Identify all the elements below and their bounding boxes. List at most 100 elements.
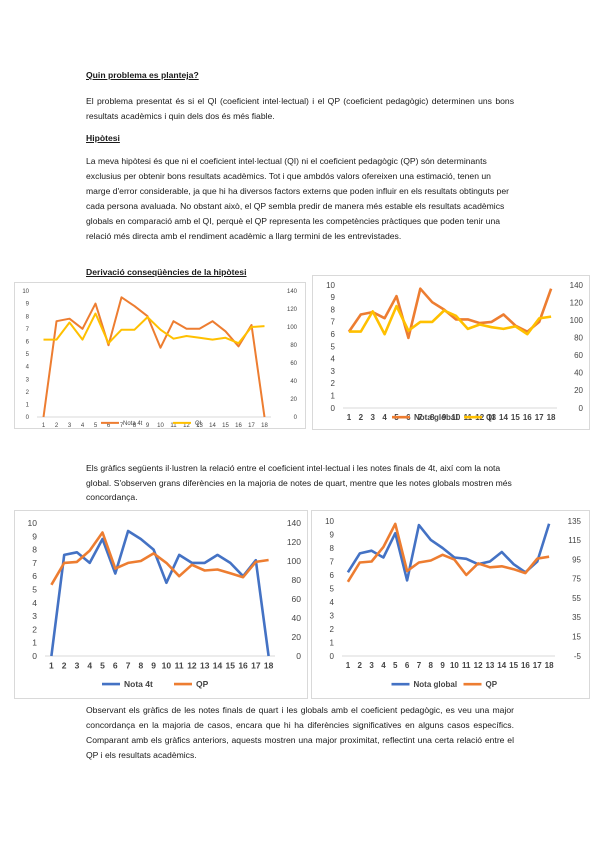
x-tick-label: 16 bbox=[235, 423, 242, 429]
x-tick-label: 11 bbox=[170, 423, 177, 429]
x-tick-label: 2 bbox=[62, 661, 67, 671]
y-right-tick-label: 140 bbox=[570, 281, 584, 290]
y-left-tick-label: 6 bbox=[32, 571, 37, 581]
x-tick-label: 6 bbox=[113, 661, 118, 671]
y-left-tick-label: 1 bbox=[32, 638, 37, 648]
x-tick-label: 3 bbox=[75, 661, 80, 671]
y-right-tick-label: 80 bbox=[290, 343, 297, 349]
y-left-tick-label: 10 bbox=[28, 518, 38, 528]
y-left-tick-label: 9 bbox=[331, 293, 336, 302]
legend-label: Nota 4t bbox=[124, 679, 153, 689]
y-left-tick-label: 10 bbox=[326, 281, 335, 290]
x-tick-label: 3 bbox=[370, 413, 375, 422]
y-left-tick-label: 5 bbox=[26, 352, 30, 358]
x-tick-label: 13 bbox=[200, 661, 210, 671]
y-left-tick-label: 7 bbox=[330, 557, 335, 566]
x-tick-label: 17 bbox=[248, 423, 255, 429]
x-tick-label: 10 bbox=[157, 423, 164, 429]
x-tick-label: 1 bbox=[42, 423, 46, 429]
problem-paragraph: El problema presentat és si el QI (coefi… bbox=[86, 96, 514, 121]
y-left-tick-label: 0 bbox=[330, 652, 335, 661]
y-left-tick-label: 5 bbox=[330, 584, 335, 593]
y-left-tick-label: 1 bbox=[331, 392, 336, 401]
x-tick-label: 1 bbox=[49, 661, 54, 671]
x-tick-label: 7 bbox=[120, 423, 124, 429]
x-tick-label: 16 bbox=[523, 413, 532, 422]
x-tick-label: 9 bbox=[442, 413, 447, 422]
charts-qi-paragraph: Els gràfics següents il·lustren la relac… bbox=[86, 463, 512, 502]
legend-label: Nota global bbox=[414, 680, 458, 689]
x-tick-label: 2 bbox=[359, 413, 364, 422]
y-right-tick-label: 60 bbox=[292, 594, 302, 604]
y-left-tick-label: 1 bbox=[26, 403, 30, 409]
x-tick-label: 7 bbox=[126, 661, 131, 671]
y-right-tick-label: 140 bbox=[287, 518, 301, 528]
y-left-tick-label: 7 bbox=[32, 558, 37, 568]
y-left-tick-label: 4 bbox=[32, 598, 37, 608]
x-tick-label: 16 bbox=[238, 661, 248, 671]
y-left-tick-label: 1 bbox=[330, 638, 335, 647]
y-left-tick-label: 7 bbox=[331, 318, 336, 327]
y-right-tick-label: 15 bbox=[572, 633, 581, 642]
y-right-tick-label: 135 bbox=[568, 517, 582, 526]
x-tick-label: 10 bbox=[162, 661, 172, 671]
y-left-tick-label: 0 bbox=[331, 404, 336, 413]
y-right-tick-label: 120 bbox=[570, 298, 584, 307]
x-tick-label: 18 bbox=[547, 413, 556, 422]
legend-label: QI bbox=[486, 413, 494, 422]
y-right-tick-label: -5 bbox=[574, 652, 582, 661]
y-left-tick-label: 6 bbox=[331, 330, 336, 339]
x-tick-label: 14 bbox=[499, 413, 508, 422]
y-left-tick-label: 9 bbox=[32, 531, 37, 541]
x-tick-label: 18 bbox=[261, 423, 268, 429]
section-heading-problem: Quin problema es planteja? bbox=[86, 70, 199, 80]
chart-nota4t-qp: 0 1 2 3 4 5 6 7 8 9 10 0 20 40 60 80 100 120 140 1 2 3 4 5 6 7 8 9 1… bbox=[14, 510, 308, 699]
x-tick-label: 8 bbox=[430, 413, 435, 422]
hypothesis-paragraph: La meva hipòtesi és que ni el coeficient… bbox=[86, 156, 509, 242]
y-right-tick-label: 20 bbox=[574, 386, 583, 395]
x-tick-label: 5 bbox=[393, 661, 398, 670]
x-tick-label: 12 bbox=[187, 661, 197, 671]
x-tick-label: 15 bbox=[509, 661, 518, 670]
y-left-tick-label: 7 bbox=[26, 327, 30, 333]
y-left-tick-label: 10 bbox=[325, 517, 334, 526]
series-line-2 bbox=[50, 531, 269, 586]
y-left-tick-label: 3 bbox=[26, 377, 30, 383]
legend-label: Nota 4t bbox=[123, 421, 143, 427]
y-right-tick-label: 140 bbox=[287, 289, 298, 295]
x-tick-label: 11 bbox=[462, 661, 471, 670]
y-left-tick-label: 8 bbox=[26, 314, 30, 320]
y-right-tick-label: 115 bbox=[568, 536, 581, 545]
chart-notaglobal-qp: 0 1 2 3 4 5 6 7 8 9 10 -5 15 35 55 75 95 115 135 1 2 3 4 5 6 7 8 9 1… bbox=[311, 510, 590, 699]
y-right-tick-label: 60 bbox=[290, 361, 297, 367]
y-left-tick-label: 5 bbox=[331, 342, 336, 351]
y-left-tick-label: 2 bbox=[331, 379, 336, 388]
x-tick-label: 4 bbox=[382, 413, 387, 422]
y-right-tick-label: 40 bbox=[290, 379, 297, 385]
chart-nota4t-qi: 0 1 2 3 4 5 6 7 8 9 10 0 20 40 60 80 100 120 140 1 2 3 4 5 6 7 8 9 1… bbox=[14, 282, 306, 429]
x-tick-label: 7 bbox=[418, 413, 423, 422]
series-line-2 bbox=[43, 312, 265, 345]
x-tick-label: 6 bbox=[405, 661, 410, 670]
x-tick-label: 15 bbox=[226, 661, 236, 671]
y-left-tick-label: 8 bbox=[331, 305, 336, 314]
x-tick-label: 17 bbox=[251, 661, 261, 671]
x-tick-label: 11 bbox=[175, 661, 184, 671]
y-left-tick-label: 3 bbox=[331, 367, 336, 376]
series-line-1 bbox=[346, 523, 551, 582]
y-left-tick-label: 5 bbox=[32, 584, 37, 594]
x-tick-label: 9 bbox=[146, 423, 150, 429]
legend-label: QI bbox=[195, 421, 202, 427]
x-tick-label: 4 bbox=[81, 423, 85, 429]
x-tick-label: 18 bbox=[264, 661, 274, 671]
y-left-tick-label: 4 bbox=[26, 365, 30, 371]
legend-label: QP bbox=[486, 680, 498, 689]
x-tick-label: 3 bbox=[369, 661, 374, 670]
x-tick-label: 7 bbox=[417, 661, 422, 670]
y-left-tick-label: 9 bbox=[26, 302, 30, 308]
y-right-tick-label: 40 bbox=[292, 613, 302, 623]
y-left-tick-label: 3 bbox=[32, 611, 37, 621]
x-tick-label: 2 bbox=[358, 661, 363, 670]
y-left-tick-label: 2 bbox=[26, 390, 30, 396]
y-left-tick-label: 8 bbox=[330, 544, 335, 553]
